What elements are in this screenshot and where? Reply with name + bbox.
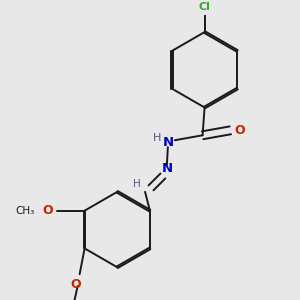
Text: O: O <box>234 124 245 137</box>
Text: Cl: Cl <box>199 2 211 12</box>
Text: N: N <box>161 161 172 175</box>
Text: H: H <box>153 133 161 143</box>
Text: H: H <box>133 179 141 189</box>
Text: CH₃: CH₃ <box>16 206 35 216</box>
Text: O: O <box>42 204 53 217</box>
Text: N: N <box>162 136 173 149</box>
Text: O: O <box>70 278 81 291</box>
